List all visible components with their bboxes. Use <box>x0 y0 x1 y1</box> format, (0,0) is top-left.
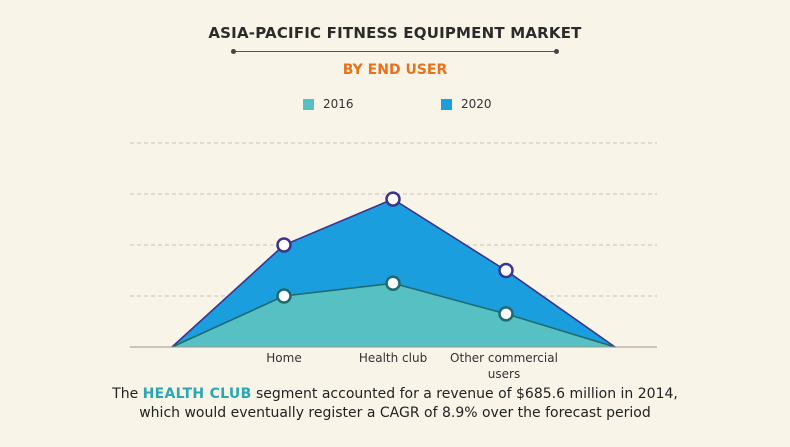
area-chart: Home Health club Other commercial users <box>130 142 657 380</box>
point-2020-2 <box>498 262 514 279</box>
footnote-line-2: which would eventually register a CAGR o… <box>139 405 651 421</box>
chart-title: ASIA-PACIFIC FITNESS EQUIPMENT MARKET <box>208 24 582 42</box>
footnote-line-1: The HEALTH CLUB segment accounted for a … <box>0 385 790 404</box>
legend-item-2016: 2016 <box>303 97 354 111</box>
point-2020-0 <box>276 237 292 253</box>
divider-dot-right <box>554 49 559 54</box>
x-tick-label: Other commercial <box>450 351 558 365</box>
legend-swatch-2016 <box>303 98 314 110</box>
footnote-highlight: HEALTH CLUB <box>142 386 252 402</box>
footnote-post: segment accounted for a revenue of $685.… <box>251 386 678 402</box>
x-tick-label: users <box>488 367 520 380</box>
legend-swatch-2020 <box>441 98 452 110</box>
legend-label-2016: 2016 <box>323 97 354 111</box>
point-2016-2 <box>498 306 514 322</box>
point-2016-1 <box>385 275 401 291</box>
x-tick-label: Home <box>266 351 301 365</box>
chart-subtitle: BY END USER <box>342 62 448 78</box>
divider-dot-left <box>231 49 236 54</box>
footnote: The HEALTH CLUB segment accounted for a … <box>0 385 790 423</box>
footnote-pre: The <box>112 386 143 402</box>
legend: 2016 2020 <box>0 97 790 113</box>
x-tick-label: Health club <box>359 351 427 365</box>
point-2016-0 <box>276 288 292 304</box>
point-2020-1 <box>385 191 401 207</box>
legend-label-2020: 2020 <box>461 97 492 111</box>
legend-item-2020: 2020 <box>441 97 492 111</box>
title-divider <box>231 49 559 54</box>
